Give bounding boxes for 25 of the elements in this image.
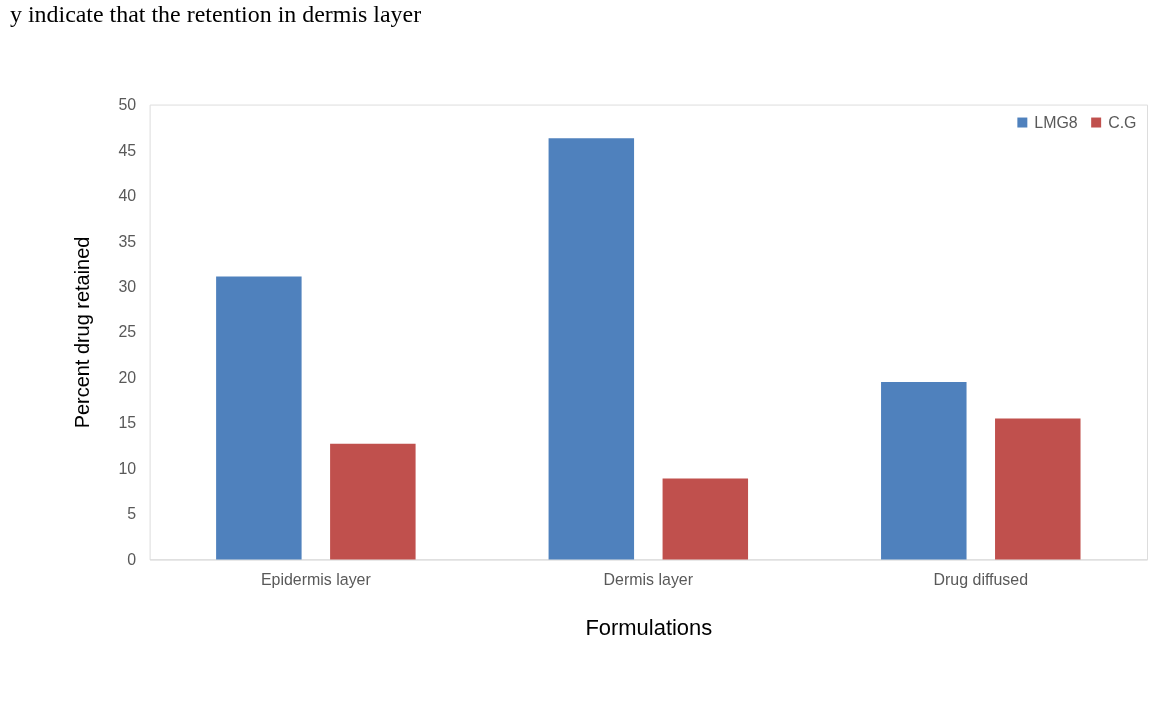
bar: [995, 418, 1081, 560]
x-axis-title: Formulations: [585, 614, 713, 640]
x-tick-label: Dermis layer: [603, 570, 694, 588]
bar: [662, 478, 749, 560]
legend-label: C.G: [1108, 113, 1137, 131]
y-tick-label: 50: [118, 96, 137, 114]
x-tick-label: Drug diffused: [933, 570, 1029, 588]
y-tick-label: 0: [127, 550, 137, 568]
y-tick-label: 40: [118, 187, 137, 205]
y-tick-label: 20: [118, 368, 137, 386]
y-tick-label: 30: [118, 277, 137, 295]
x-tick-label: Epidermis layer: [260, 570, 372, 588]
y-tick-label: 5: [127, 505, 137, 523]
bar: [216, 276, 302, 560]
y-tick-label: 15: [118, 414, 137, 432]
y-axis-title: Percent drug retained: [71, 236, 94, 429]
y-tick-label: 35: [118, 232, 137, 250]
bar: [548, 138, 635, 560]
bar: [881, 382, 967, 560]
y-tick-label: 25: [118, 323, 137, 341]
bar: [330, 443, 416, 560]
text: y indicate that the retention in dermis layer: [9, 0, 422, 27]
legend-label: LMG8: [1034, 113, 1078, 131]
y-tick-label: 10: [118, 459, 137, 477]
y-tick-label: 45: [118, 141, 137, 159]
